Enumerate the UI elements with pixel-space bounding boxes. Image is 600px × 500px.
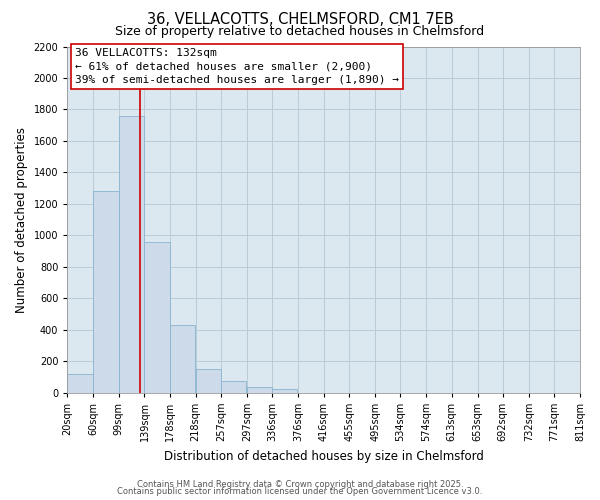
Y-axis label: Number of detached properties: Number of detached properties	[15, 126, 28, 312]
Bar	[119, 116, 144, 392]
Text: Contains public sector information licensed under the Open Government Licence v3: Contains public sector information licen…	[118, 487, 482, 496]
Text: Size of property relative to detached houses in Chelmsford: Size of property relative to detached ho…	[115, 25, 485, 38]
Bar	[272, 390, 298, 392]
Text: Contains HM Land Registry data © Crown copyright and database right 2025.: Contains HM Land Registry data © Crown c…	[137, 480, 463, 489]
Bar	[196, 369, 221, 392]
Bar	[247, 387, 272, 392]
Bar	[170, 325, 195, 392]
Bar	[145, 242, 170, 392]
Text: 36, VELLACOTTS, CHELMSFORD, CM1 7EB: 36, VELLACOTTS, CHELMSFORD, CM1 7EB	[146, 12, 454, 28]
Text: 36 VELLACOTTS: 132sqm
← 61% of detached houses are smaller (2,900)
39% of semi-d: 36 VELLACOTTS: 132sqm ← 61% of detached …	[75, 48, 399, 84]
Bar	[221, 381, 246, 392]
X-axis label: Distribution of detached houses by size in Chelmsford: Distribution of detached houses by size …	[164, 450, 484, 462]
Bar	[93, 191, 119, 392]
Bar	[67, 374, 92, 392]
